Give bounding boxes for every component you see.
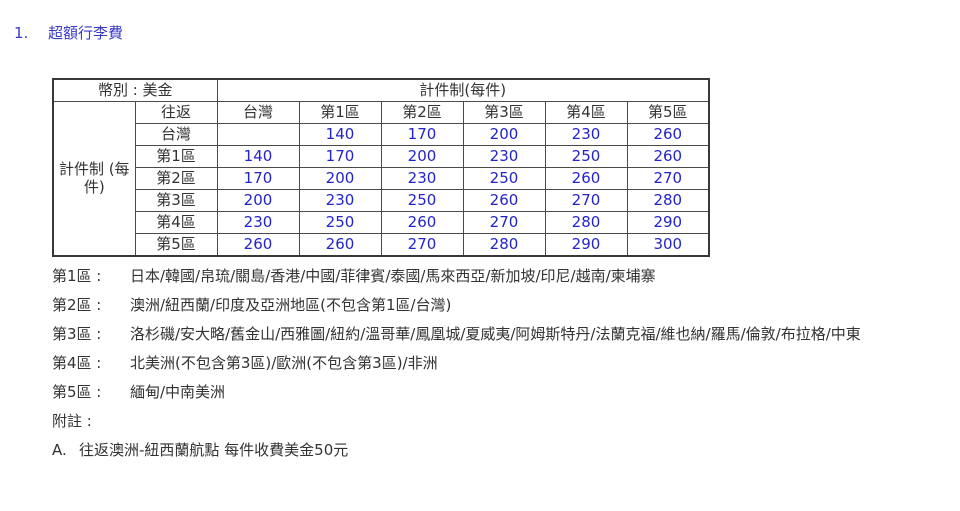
currency-header-cell: 幣別 : 美金 xyxy=(52,78,218,102)
fee-value: 270 xyxy=(380,233,464,257)
fee-value: 200 xyxy=(216,189,300,212)
row-group-label-cell: 計件制 (每件) xyxy=(52,101,136,257)
fee-value: 260 xyxy=(380,211,464,234)
fee-value: 260 xyxy=(298,233,382,257)
fee-value: 200 xyxy=(380,145,464,168)
column-header: 第3區 xyxy=(462,101,546,124)
fee-value: 230 xyxy=(462,145,546,168)
row-label: 第3區 xyxy=(134,189,218,212)
fee-value: 250 xyxy=(380,189,464,212)
fee-value: 230 xyxy=(380,167,464,190)
column-header: 第4區 xyxy=(544,101,628,124)
fee-value: 140 xyxy=(298,123,382,146)
zone-description: 日本/韓國/帛琉/關島/香港/中國/菲律賓/泰國/馬來西亞/新加坡/印尼/越南/… xyxy=(130,267,656,285)
zone-description: 澳洲/紐西蘭/印度及亞洲地區(不包含第1區/台灣) xyxy=(130,296,452,314)
system-header-cell: 計件制(每件) xyxy=(216,78,710,102)
table-row: 第5區 260 260 270 280 290 300 xyxy=(53,233,710,257)
zone-definition-1: 第1區 : 日本/韓國/帛琉/關島/香港/中國/菲律賓/泰國/馬來西亞/新加坡/… xyxy=(52,261,960,290)
fee-value: 290 xyxy=(544,233,628,257)
fee-value: 140 xyxy=(216,145,300,168)
zone-description: 洛杉磯/安大略/舊金山/西雅圖/紐約/溫哥華/鳳凰城/夏威夷/阿姆斯特丹/法蘭克… xyxy=(130,325,861,343)
zone-label: 第3區 : xyxy=(52,325,102,343)
table-row: 第2區 170 200 230 250 260 270 xyxy=(53,167,710,190)
table-row: 計件制 (每件) 往返 台灣 第1區 第2區 第3區 第4區 第5區 xyxy=(52,101,710,257)
zone-definition-2: 第2區 : 澳洲/紐西蘭/印度及亞洲地區(不包含第1區/台灣) xyxy=(52,290,960,319)
zone-label: 第5區 : xyxy=(52,383,102,401)
direction-header-cell: 往返 xyxy=(134,101,218,124)
zone-definition-4: 第4區 : 北美洲(不包含第3區)/歐洲(不包含第3區)/非洲 xyxy=(52,348,960,377)
row-label: 第4區 xyxy=(134,211,218,234)
zone-definition-3: 第3區 : 洛杉磯/安大略/舊金山/西雅圖/紐約/溫哥華/鳳凰城/夏威夷/阿姆斯… xyxy=(52,319,960,348)
column-header: 第2區 xyxy=(380,101,464,124)
column-header: 台灣 xyxy=(216,101,300,124)
note-item-a: A. 往返澳洲-紐西蘭航點 每件收費美金50元 xyxy=(52,435,960,464)
fee-value: 260 xyxy=(626,145,710,168)
fee-value: 300 xyxy=(626,233,710,257)
column-header: 第1區 xyxy=(298,101,382,124)
zone-label: 第1區 : xyxy=(52,267,102,285)
fee-value: 250 xyxy=(544,145,628,168)
fee-value: 230 xyxy=(298,189,382,212)
fee-value: 260 xyxy=(544,167,628,190)
section-number: 1. xyxy=(14,24,29,42)
fee-value: 230 xyxy=(544,123,628,146)
fee-value: 270 xyxy=(626,167,710,190)
table-row: 第4區 230 250 260 270 280 290 xyxy=(53,211,710,234)
zone-label: 第2區 : xyxy=(52,296,102,314)
fee-value: 170 xyxy=(216,167,300,190)
fee-value: 270 xyxy=(544,189,628,212)
fee-value: 290 xyxy=(626,211,710,234)
fee-value: 260 xyxy=(626,123,710,146)
fee-value: 170 xyxy=(380,123,464,146)
table-row: 第3區 200 230 250 260 270 280 xyxy=(53,189,710,212)
zone-definitions: 第1區 : 日本/韓國/帛琉/關島/香港/中國/菲律賓/泰國/馬來西亞/新加坡/… xyxy=(52,261,960,464)
fee-value xyxy=(216,123,300,146)
zone-description: 緬甸/中南美洲 xyxy=(130,383,226,401)
fee-value: 200 xyxy=(298,167,382,190)
section-title: 超額行李費 xyxy=(48,24,124,42)
notes-label: 附註 : xyxy=(52,412,92,430)
column-header: 第5區 xyxy=(626,101,710,124)
note-marker: A. xyxy=(52,440,67,459)
fee-value: 270 xyxy=(462,211,546,234)
row-label: 台灣 xyxy=(134,123,218,146)
document-page: { "heading": { "number": "1.", "title": … xyxy=(0,24,960,511)
fee-value: 260 xyxy=(462,189,546,212)
table-row: 台灣 140 170 200 230 260 xyxy=(53,123,710,146)
table-row: 幣別 : 美金 計件制(每件) xyxy=(52,78,710,102)
fee-value: 170 xyxy=(298,145,382,168)
zone-definition-5: 第5區 : 緬甸/中南美洲 xyxy=(52,377,960,406)
fee-value: 280 xyxy=(462,233,546,257)
excess-baggage-fee-table: 幣別 : 美金 計件制(每件) 計件制 (每件) 往返 台灣 第1區 第2區 第… xyxy=(52,78,711,257)
table-row: 第1區 140 170 200 230 250 260 xyxy=(53,145,710,168)
fee-value: 200 xyxy=(462,123,546,146)
fee-value: 250 xyxy=(462,167,546,190)
fee-value: 230 xyxy=(216,211,300,234)
fee-value: 250 xyxy=(298,211,382,234)
notes-heading: 附註 : xyxy=(52,406,960,435)
row-label: 第2區 xyxy=(134,167,218,190)
zone-description: 北美洲(不包含第3區)/歐洲(不包含第3區)/非洲 xyxy=(130,354,438,372)
note-text: 往返澳洲-紐西蘭航點 每件收費美金50元 xyxy=(79,441,349,459)
fee-value: 280 xyxy=(626,189,710,212)
zone-label: 第4區 : xyxy=(52,354,102,372)
section-heading: 1. 超額行李費 xyxy=(14,24,960,42)
fee-value: 260 xyxy=(216,233,300,257)
row-label: 第5區 xyxy=(134,233,218,257)
fee-value: 280 xyxy=(544,211,628,234)
row-label: 第1區 xyxy=(134,145,218,168)
